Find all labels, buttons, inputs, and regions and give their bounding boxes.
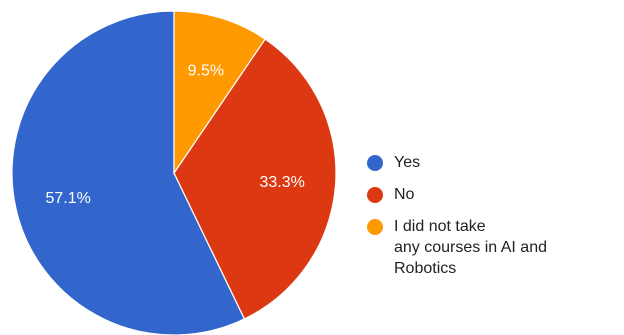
- slice-label-no: 33.3%: [260, 174, 305, 191]
- pie-slice-no[interactable]: [173, 38, 337, 320]
- chart-legend: Yes No I did not take any courses in AI …: [367, 152, 617, 290]
- legend-label-no: No: [394, 186, 415, 203]
- legend-item-yes[interactable]: Yes: [367, 152, 617, 173]
- legend-swatch-no: [367, 187, 383, 203]
- legend-item-did-not-take[interactable]: I did not take any courses in AI and Rob…: [367, 216, 617, 279]
- legend-label-did-not-take: I did not take any courses in AI and Rob…: [394, 218, 547, 277]
- pie-slice-did-not-take[interactable]: [173, 10, 266, 175]
- legend-swatch-yes: [367, 155, 383, 171]
- legend-swatch-did-not-take: [367, 219, 383, 235]
- legend-item-no[interactable]: No: [367, 184, 617, 205]
- slice-label-did-not-take: 9.5%: [188, 62, 224, 79]
- slice-label-yes: 57.1%: [46, 190, 91, 207]
- legend-label-yes: Yes: [394, 154, 421, 171]
